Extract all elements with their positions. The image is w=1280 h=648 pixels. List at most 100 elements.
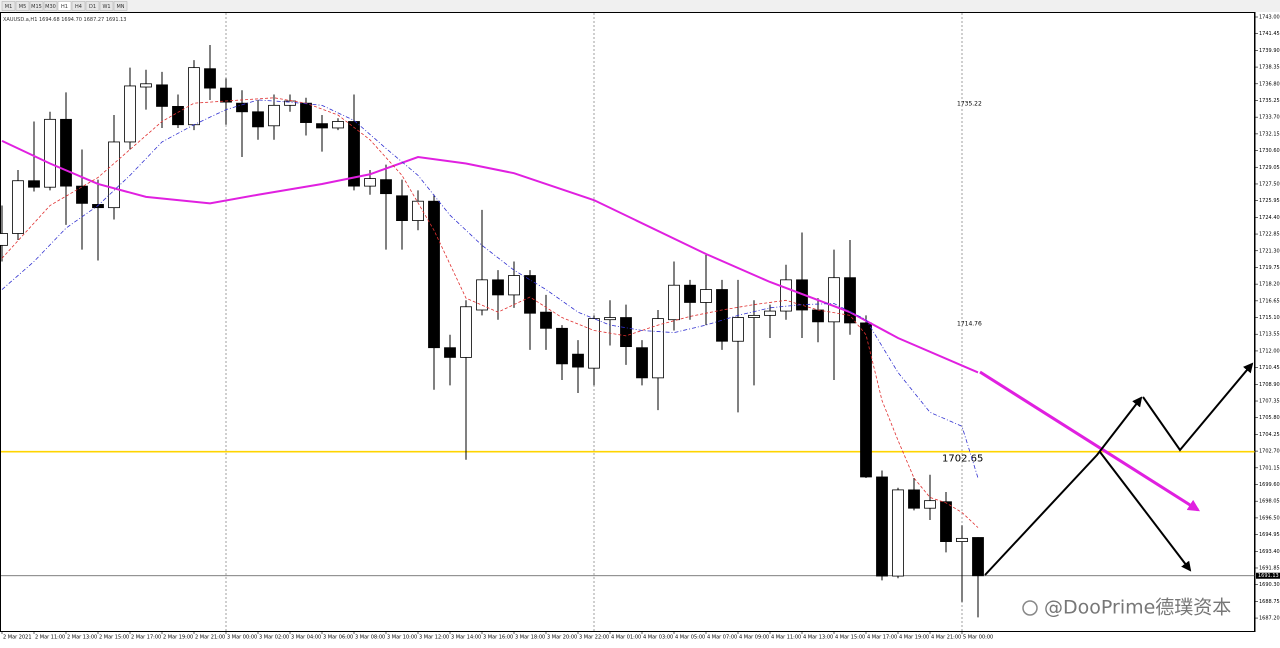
y-tick-label: 1712.00	[1259, 348, 1280, 354]
x-tick-label: 4 Mar 05:00	[675, 635, 705, 641]
x-tick-label: 2 Mar 21:00	[195, 635, 225, 641]
candle-body	[76, 185, 88, 204]
x-tick-label: 3 Mar 08:00	[355, 635, 385, 641]
timeframe-label[interactable]: W1	[102, 4, 110, 10]
x-tick-label: 3 Mar 00:00	[227, 635, 257, 641]
y-tick-label: 1727.50	[1259, 181, 1280, 187]
x-tick-label: 3 Mar 10:00	[387, 635, 417, 641]
timeframe-label[interactable]: M15	[31, 4, 42, 10]
candle-body	[508, 275, 520, 296]
projection-arrow	[1099, 451, 1192, 572]
x-tick-label: 4 Mar 17:00	[867, 635, 897, 641]
timeframe-button[interactable]	[29, 1, 44, 11]
y-tick-label: 1704.25	[1259, 432, 1280, 438]
x-tick-label: 2 Mar 13:00	[67, 635, 97, 641]
candle-body	[908, 489, 920, 509]
candle-body	[204, 68, 216, 89]
candle-body	[364, 178, 376, 187]
timeframe-bar: M1 M5 M15 M30 H1 H4 D1 W1 MN	[1, 1, 128, 11]
y-tick-label: 1724.40	[1259, 215, 1280, 221]
candle-body	[556, 327, 568, 365]
x-tick-label: 4 Mar 11:00	[771, 635, 801, 641]
candle-body	[892, 489, 904, 577]
moving-average	[1, 97, 979, 528]
y-tick-label: 1718.20	[1259, 282, 1280, 288]
y-tick-label: 1715.10	[1259, 315, 1280, 321]
timeframe-label[interactable]: D1	[89, 4, 96, 10]
timeframe-button[interactable]	[71, 1, 86, 11]
x-tick-label: 3 Mar 14:00	[451, 635, 481, 641]
timeframe-button[interactable]	[57, 1, 72, 11]
timeframe-label[interactable]: M1	[5, 4, 13, 10]
timeframe-button[interactable]	[1, 1, 16, 11]
y-tick-label: 1705.80	[1259, 415, 1280, 421]
candle-body	[124, 85, 136, 143]
candle-body	[748, 314, 760, 318]
timeframe-label[interactable]: M5	[19, 4, 27, 10]
x-tick-label: 2 Mar 11:00	[35, 635, 65, 641]
y-tick-label: 1725.95	[1259, 198, 1280, 204]
x-tick-label: 3 Mar 20:00	[547, 635, 577, 641]
projection-arrows	[979, 362, 1254, 576]
candle-body	[0, 233, 8, 246]
candle-body	[156, 84, 168, 107]
timeframe-button[interactable]	[99, 1, 114, 11]
candle-body	[380, 179, 392, 195]
x-tick-label: 3 Mar 12:00	[419, 635, 449, 641]
candle-body	[412, 200, 424, 221]
x-tick-label: 4 Mar 13:00	[803, 635, 833, 641]
price-tag	[1256, 572, 1280, 579]
quote-high: 1694.70	[61, 17, 82, 23]
y-tick-label: 1702.70	[1259, 449, 1280, 455]
candle-body	[604, 317, 616, 321]
y-tick-label: 1707.35	[1259, 399, 1280, 405]
candle-body	[60, 118, 72, 187]
y-tick-label: 1701.15	[1259, 465, 1280, 471]
quote-low: 1687.27	[84, 17, 105, 23]
y-tick-label: 1741.45	[1259, 31, 1280, 37]
timeframe-button[interactable]	[113, 1, 128, 11]
candle-body	[716, 289, 728, 342]
plot-area: 1702.65 1735.22 1714.76	[0, 45, 1255, 618]
timeframe-button[interactable]	[43, 1, 58, 11]
x-tick-label: 4 Mar 09:00	[739, 635, 769, 641]
timeframe-label[interactable]: MN	[116, 4, 124, 10]
y-tick-label: 1733.70	[1259, 115, 1280, 121]
y-tick-label: 1722.85	[1259, 232, 1280, 238]
candle-body	[92, 204, 104, 209]
candle-body	[332, 121, 344, 129]
timeframe-label[interactable]: H4	[75, 4, 82, 10]
candle-body	[492, 279, 504, 296]
x-tick-label: 5 Mar 00:00	[963, 635, 993, 641]
candle-body	[940, 501, 952, 542]
y-tick-label: 1690.30	[1259, 582, 1280, 588]
candle-body	[188, 67, 200, 126]
chart-info: XAUUSD.a,H1 1694.68 1694.70 1687.27 1691…	[3, 17, 127, 23]
y-tick-label: 1730.60	[1259, 148, 1280, 154]
level-annotation: 1714.76	[957, 321, 982, 328]
x-tick-label: 3 Mar 04:00	[291, 635, 321, 641]
watermark-text: @DooPrime德璞资本	[1044, 597, 1231, 619]
x-tick-label: 4 Mar 01:00	[611, 635, 641, 641]
projection-arrow	[984, 396, 1143, 576]
y-tick-label: 1736.80	[1259, 81, 1280, 87]
timeframe-button[interactable]	[15, 1, 30, 11]
candle-body	[28, 180, 40, 188]
x-tick-label: 4 Mar 15:00	[835, 635, 865, 641]
candle-body	[476, 279, 488, 311]
y-tick-label: 1699.60	[1259, 482, 1280, 488]
y-tick-label: 1729.05	[1259, 165, 1280, 171]
y-tick-label: 1721.30	[1259, 248, 1280, 254]
y-tick-label: 1743.00	[1259, 15, 1280, 21]
candle-body	[316, 123, 328, 129]
timeframe-label[interactable]: H1	[61, 4, 68, 10]
symbol: XAUUSD.a,H1	[3, 17, 37, 23]
x-tick-label: 3 Mar 02:00	[259, 635, 289, 641]
candle-body	[844, 277, 856, 324]
candle-body	[652, 318, 664, 379]
timeframe-button[interactable]	[85, 1, 100, 11]
x-tick-label: 4 Mar 21:00	[931, 635, 961, 641]
timeframe-label[interactable]: M30	[45, 4, 56, 10]
candle-body	[700, 289, 712, 303]
y-tick-label: 1719.75	[1259, 265, 1280, 271]
